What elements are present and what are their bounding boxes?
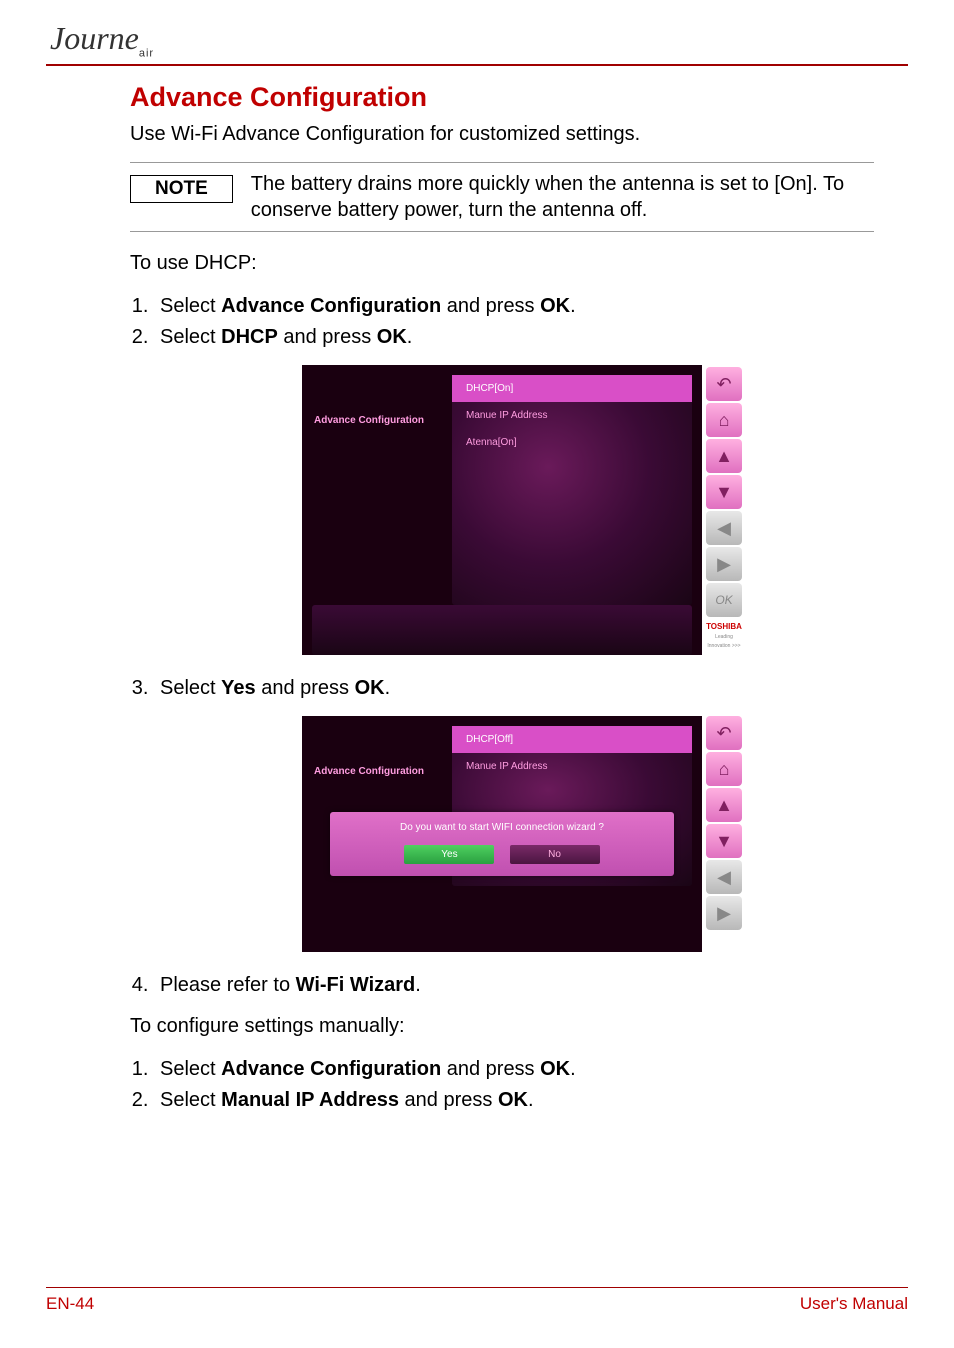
ss1-item-antenna[interactable]: Atenna[On] — [452, 429, 692, 456]
footer-rule — [46, 1287, 908, 1288]
ss1-menu-panel: DHCP[On] Manue IP Address Atenna[On] — [452, 375, 692, 605]
home-icon[interactable]: ⌂ — [706, 403, 742, 437]
ss2-item-manual-ip[interactable]: Manue IP Address — [452, 753, 692, 780]
back-icon[interactable]: ↶ — [706, 716, 742, 750]
header-rule — [46, 64, 908, 66]
dhcp-heading: To use DHCP: — [130, 250, 874, 277]
footer-title: User's Manual — [800, 1294, 908, 1314]
list-item: Select Advance Configuration and press O… — [154, 291, 874, 322]
dialog-question: Do you want to start WIFI connection wiz… — [338, 822, 666, 833]
right-icon[interactable]: ▶ — [706, 547, 742, 581]
section-intro: Use Wi-Fi Advance Configuration for cust… — [130, 121, 874, 148]
right-icon[interactable]: ▶ — [706, 896, 742, 930]
dhcp-step-list-cont: Select Yes and press OK. — [130, 673, 874, 704]
up-icon[interactable]: ▲ — [706, 439, 742, 473]
left-icon[interactable]: ◀ — [706, 860, 742, 894]
ss1-nav-bar: ↶ ⌂ ▲ ▼ ◀ ▶ OK — [706, 367, 742, 617]
note-box: NOTE The battery drains more quickly whe… — [130, 162, 874, 232]
list-item: Select Yes and press OK. — [154, 673, 874, 704]
ss1-item-manual-ip[interactable]: Manue IP Address — [452, 402, 692, 429]
ss2-nav-bar: ↶ ⌂ ▲ ▼ ◀ ▶ — [706, 716, 742, 930]
wifi-wizard-dialog: Do you want to start WIFI connection wiz… — [330, 812, 674, 876]
manual-step-list: Select Advance Configuration and press O… — [130, 1054, 874, 1116]
manual-heading: To configure settings manually: — [130, 1013, 874, 1040]
logo-sub: air — [139, 47, 154, 59]
down-icon[interactable]: ▼ — [706, 824, 742, 858]
list-item: Select Advance Configuration and press O… — [154, 1054, 874, 1085]
list-item: Please refer to Wi-Fi Wizard. — [154, 970, 874, 1001]
page-number: EN-44 — [46, 1294, 94, 1314]
ok-button[interactable]: OK — [706, 583, 742, 617]
device-screenshot-1: Advance Configuration DHCP[On] Manue IP … — [302, 365, 702, 655]
list-item: Select DHCP and press OK. — [154, 322, 874, 353]
ss1-left-label: Advance Configuration — [302, 365, 452, 605]
left-icon[interactable]: ◀ — [706, 511, 742, 545]
ss1-item-dhcp[interactable]: DHCP[On] — [452, 375, 692, 402]
dhcp-step-list-cont2: Please refer to Wi-Fi Wizard. — [130, 970, 874, 1001]
note-text: The battery drains more quickly when the… — [251, 171, 874, 223]
ss1-bottom-panel — [312, 605, 692, 655]
brand-logo: Journeair — [50, 20, 154, 59]
ss2-item-dhcp[interactable]: DHCP[Off] — [452, 726, 692, 753]
no-button[interactable]: No — [510, 845, 600, 864]
note-label: NOTE — [130, 175, 233, 203]
device-screenshot-2: Advance Configuration DHCP[Off] Manue IP… — [302, 716, 702, 952]
dhcp-step-list: Select Advance Configuration and press O… — [130, 291, 874, 353]
toshiba-brand: TOSHIBA Leading Innovation >>> — [704, 622, 744, 649]
logo-main: Journe — [50, 20, 139, 56]
yes-button[interactable]: Yes — [404, 845, 494, 864]
list-item: Select Manual IP Address and press OK. — [154, 1085, 874, 1116]
back-icon[interactable]: ↶ — [706, 367, 742, 401]
down-icon[interactable]: ▼ — [706, 475, 742, 509]
up-icon[interactable]: ▲ — [706, 788, 742, 822]
section-title: Advance Configuration — [130, 82, 874, 113]
home-icon[interactable]: ⌂ — [706, 752, 742, 786]
